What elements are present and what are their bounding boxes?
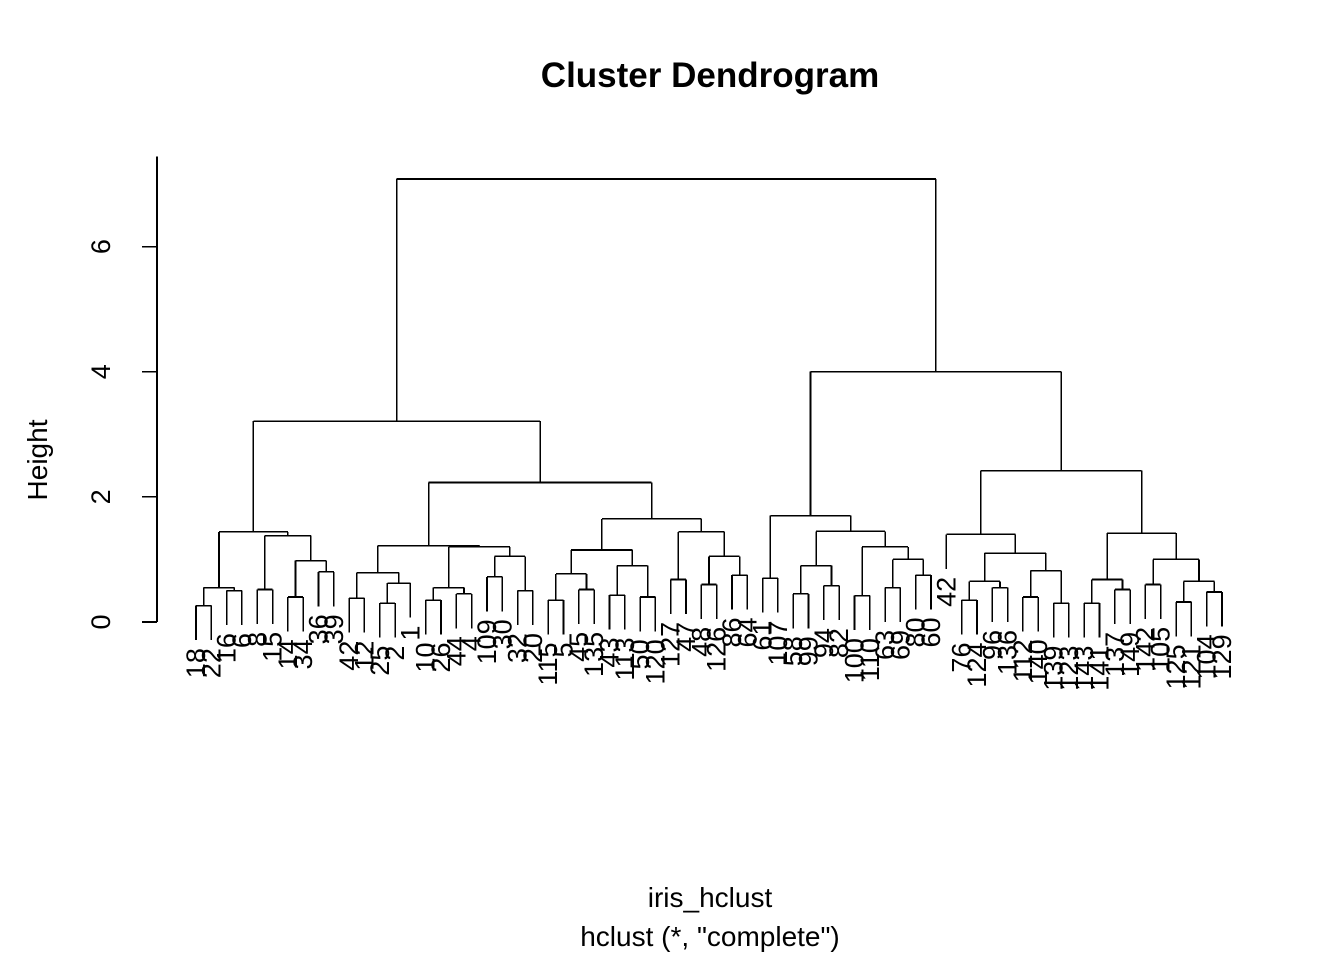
- leaf-label: 32: [503, 633, 533, 663]
- leaf-label: 16: [212, 633, 242, 663]
- leaf-label: 109: [472, 619, 502, 664]
- leaf-label: 76: [947, 643, 977, 673]
- y-tick-label: 0: [86, 614, 116, 629]
- leaf-label: 48: [686, 627, 716, 657]
- leaf-label: 43: [594, 638, 624, 668]
- leaf-label: 80: [901, 617, 931, 647]
- leaf-label: 110: [855, 638, 885, 681]
- leaf-label: 6: [227, 633, 257, 648]
- leaf-label: 149: [1115, 632, 1145, 677]
- leaf-label: 50: [625, 639, 655, 669]
- leaf-label: 125: [1161, 644, 1191, 689]
- leaf-label: 69: [885, 630, 915, 660]
- leaf-label: 140: [1023, 639, 1053, 684]
- leaf-label: 22: [196, 648, 226, 678]
- leaf-label: 14: [273, 639, 303, 669]
- chart-subtitle: hclust (*, "complete"): [580, 921, 840, 952]
- leaf-label: 124: [962, 643, 992, 688]
- leaf-label: 107: [763, 621, 793, 666]
- leaf-label: 15: [258, 632, 288, 662]
- leaf-label: 34: [288, 639, 318, 669]
- y-tick-label: 2: [86, 489, 116, 504]
- leaf-label: 20: [518, 633, 548, 663]
- leaf-label: 135: [579, 632, 609, 677]
- leaf-label: 105: [1146, 627, 1176, 672]
- leaf-label: 2: [380, 646, 410, 661]
- leaf-label: 42: [931, 577, 961, 607]
- leaf-label: 64: [732, 617, 762, 647]
- leaf-label: 139: [1039, 646, 1069, 691]
- leaf-label: 36: [304, 614, 334, 644]
- leaf-label: 121: [1176, 644, 1206, 689]
- leaf-label: 99: [794, 636, 824, 666]
- leaf-label: 141: [1084, 646, 1114, 691]
- leaf-label: 115: [533, 643, 563, 686]
- leaf-label: 45: [564, 632, 594, 662]
- leaf-label: 60: [916, 617, 946, 647]
- leaf-label: 120: [640, 639, 670, 684]
- leaf-label: 123: [1054, 646, 1084, 691]
- leaf-label: 94: [809, 628, 839, 658]
- leaf-label: 42: [334, 641, 364, 671]
- leaf-label: 12: [349, 641, 379, 671]
- leaf-label: 142: [1130, 627, 1160, 672]
- leaf-label: 112: [1008, 639, 1038, 682]
- leaf-label: 113: [610, 638, 640, 681]
- y-tick-label: 6: [86, 239, 116, 254]
- leaf-label: 4: [457, 636, 487, 651]
- x-axis-label: iris_hclust: [647, 882, 773, 913]
- leaf-label: 44: [441, 636, 471, 666]
- leaf-label: 143: [1069, 646, 1099, 691]
- leaf-label: 63: [870, 630, 900, 660]
- leaf-label: 18: [181, 648, 211, 678]
- leaf-label: 26: [426, 643, 456, 673]
- leaf-label: 86: [717, 617, 747, 647]
- leaf-label: 30: [487, 619, 517, 649]
- leaf-label: 127: [656, 622, 686, 667]
- leaf-label: 137: [1100, 632, 1130, 677]
- leaf-label: 39: [319, 614, 349, 644]
- leaf-label: 8: [242, 632, 272, 647]
- leaf-label: 100: [839, 638, 869, 683]
- chart-title: Cluster Dendrogram: [540, 56, 880, 95]
- leaf-label: 96: [977, 630, 1007, 660]
- leaf-label: 136: [993, 630, 1023, 675]
- leaf-label: 129: [1207, 634, 1237, 679]
- y-tick-label: 4: [86, 364, 116, 379]
- leaf-label: 25: [365, 646, 395, 676]
- leaf-label: 61: [748, 621, 778, 651]
- leaf-label: 5: [549, 643, 579, 658]
- leaf-label: 126: [702, 627, 732, 672]
- leaf-label: 82: [824, 628, 854, 658]
- leaf-label: 58: [778, 636, 808, 666]
- leaf-label: 104: [1192, 634, 1222, 679]
- leaf-label: 47: [671, 622, 701, 652]
- leaf-label: 1: [395, 626, 425, 641]
- leaf-label: 10: [411, 643, 441, 673]
